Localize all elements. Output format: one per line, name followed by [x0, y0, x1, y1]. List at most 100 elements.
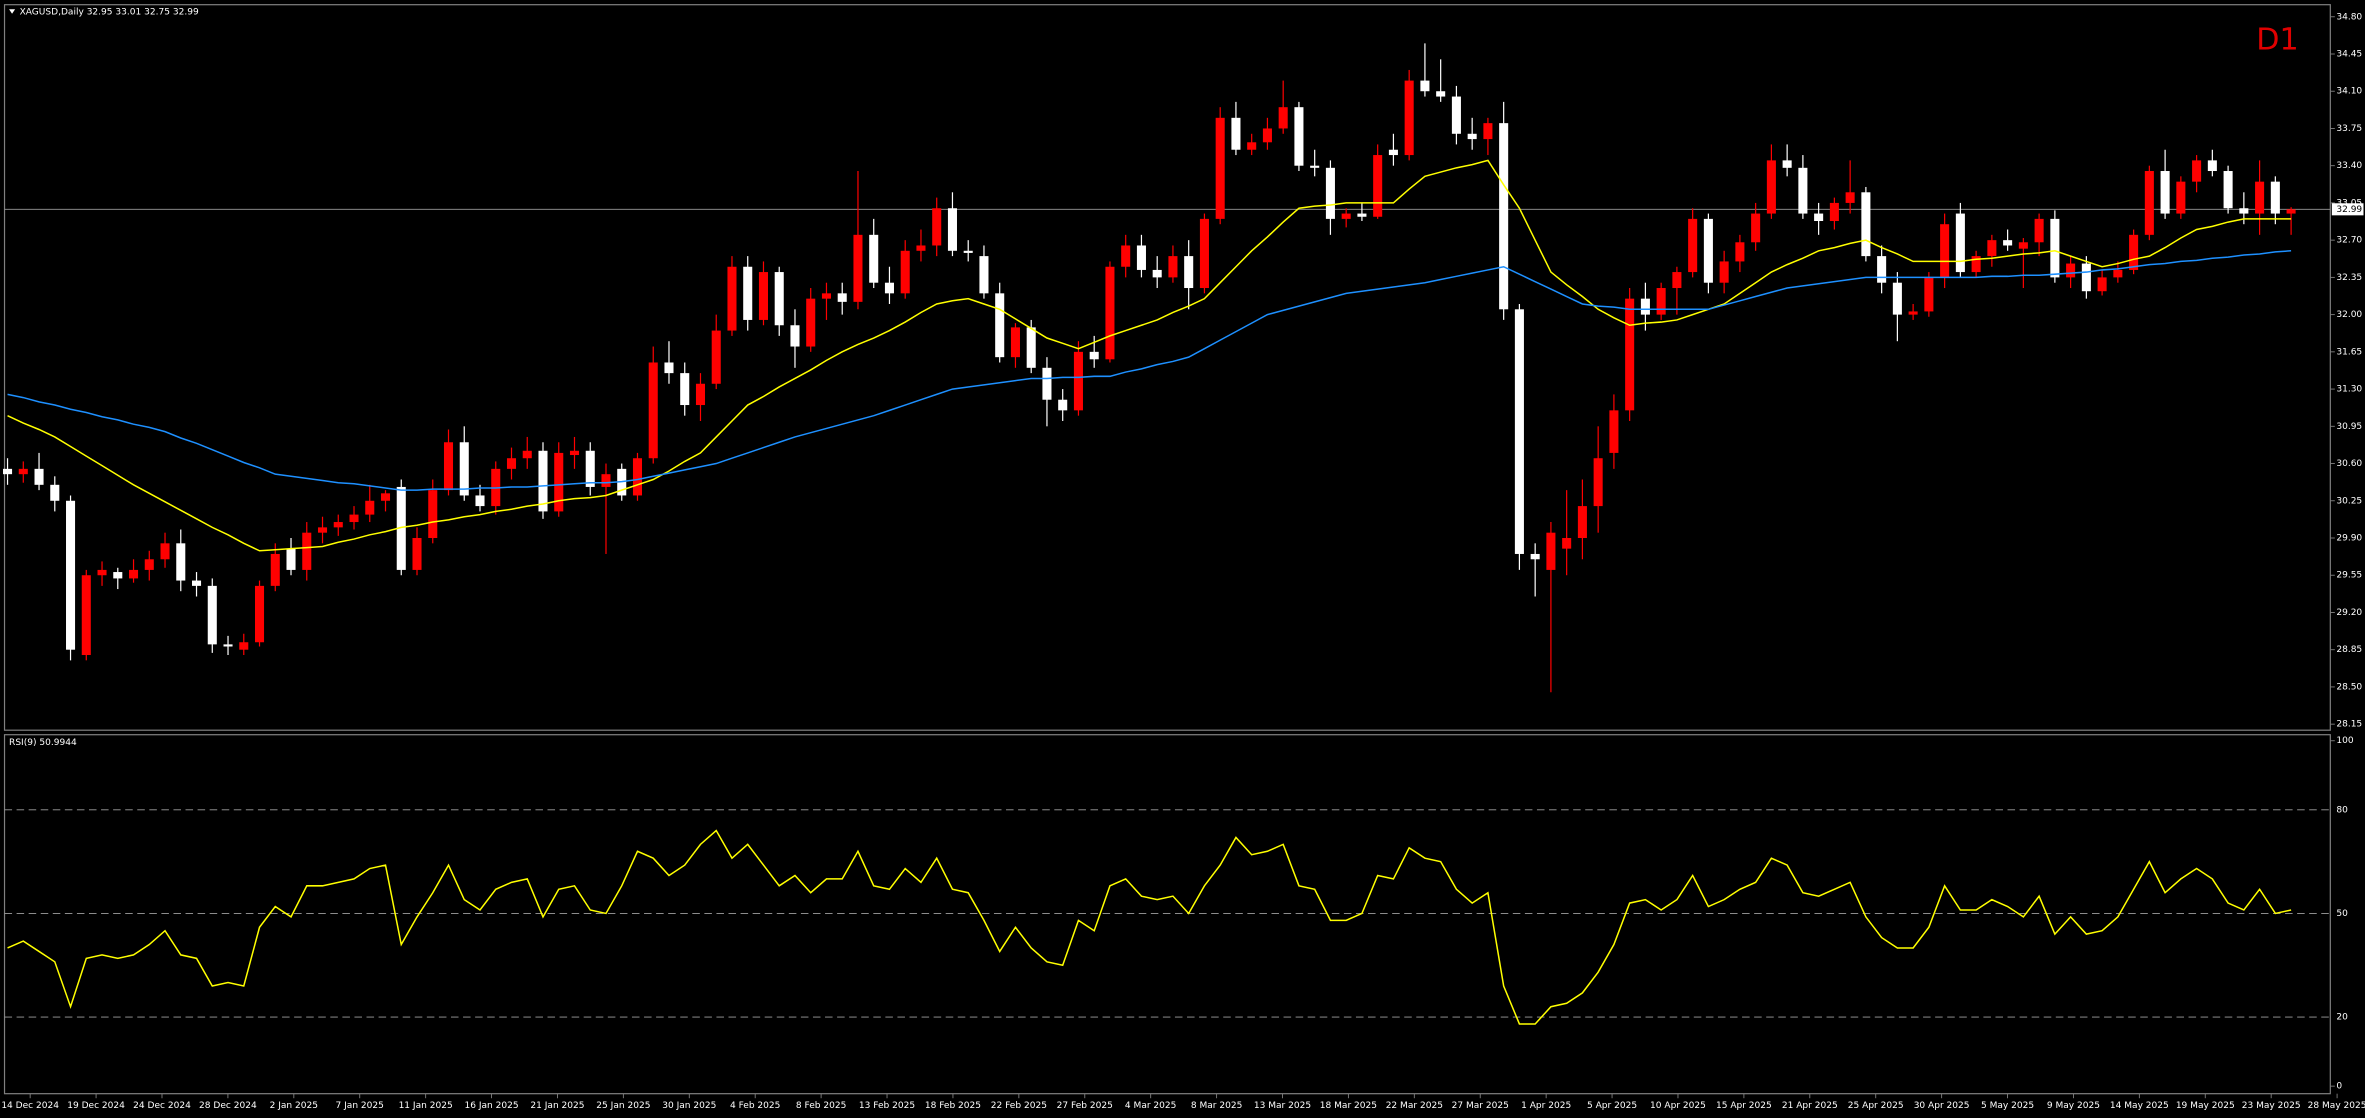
x-tick-label: 24 Dec 2024 [133, 1101, 191, 1111]
candle-body [1719, 261, 1729, 283]
candle-body [1136, 245, 1146, 270]
x-tick-label: 19 Dec 2024 [67, 1101, 125, 1111]
collapse-arrow[interactable] [9, 9, 16, 14]
candle-body [995, 293, 1005, 358]
x-tick-label: 30 Apr 2025 [1914, 1101, 1970, 1111]
main-pane-frame [3, 4, 2331, 731]
x-tick-label: 15 Apr 2025 [1716, 1101, 1772, 1111]
candle-body [695, 383, 706, 406]
candle-body [1640, 298, 1650, 315]
candle-body [963, 250, 973, 253]
candle-body [979, 256, 989, 294]
candle-body [853, 234, 863, 302]
candle-body [396, 486, 406, 570]
candle-body [522, 450, 532, 459]
candle-body [160, 543, 170, 560]
candle-body [601, 474, 611, 487]
candle-body [270, 553, 280, 586]
x-tick-label: 22 Mar 2025 [1386, 1101, 1443, 1111]
candle-body [2003, 240, 2013, 246]
x-tick-label: 2 Jan 2025 [270, 1101, 318, 1111]
y-tick-label: 34.45 [2336, 50, 2362, 60]
candle-body [869, 234, 879, 283]
candle-body [821, 293, 831, 299]
candle-body [81, 575, 91, 656]
candle-body [1451, 96, 1461, 134]
candle-body [790, 325, 800, 347]
candle-body [2239, 208, 2249, 214]
candle-body [192, 580, 202, 586]
candle-body [1199, 218, 1209, 289]
x-tick-label: 18 Feb 2025 [925, 1101, 981, 1111]
candle-body [1735, 242, 1745, 262]
y-tick-label: 33.75 [2336, 124, 2362, 134]
candle-body [1262, 128, 1272, 143]
candle-body [2081, 263, 2091, 292]
candle-body [1672, 272, 1682, 289]
x-tick-label: 14 Dec 2024 [1, 1101, 59, 1111]
y-tick-label: 20 [2336, 1013, 2348, 1023]
x-tick-label: 22 Feb 2025 [991, 1101, 1047, 1111]
candle-body [1231, 117, 1241, 150]
x-tick-label: 28 May 2025 [2308, 1101, 2365, 1111]
candle-body [18, 468, 28, 475]
chart-title: XAGUSD,Daily 32.95 33.01 32.75 32.99 [20, 8, 199, 18]
y-tick-label: 30.95 [2336, 422, 2362, 432]
candle-body [1310, 165, 1320, 168]
candle-body [50, 484, 60, 501]
candle-body [727, 266, 737, 331]
candle-body [569, 450, 580, 456]
candle-body [2034, 218, 2044, 243]
candle-body [380, 493, 391, 501]
candle-body [837, 293, 847, 302]
candle-body [1294, 107, 1304, 166]
y-tick-label: 31.65 [2336, 347, 2362, 357]
y-tick-label: 29.55 [2336, 571, 2362, 581]
y-tick-label: 28.15 [2336, 720, 2362, 730]
candle-body [743, 266, 753, 320]
rsi-title: RSI(9) 50.9944 [9, 738, 77, 748]
x-tick-label: 10 Apr 2025 [1650, 1101, 1706, 1111]
moving-average [7, 159, 2292, 552]
x-tick-label: 5 Apr 2025 [1587, 1101, 1637, 1111]
y-tick-label: 34.10 [2336, 87, 2362, 97]
candle-body [239, 642, 249, 650]
x-tick-label: 4 Mar 2025 [1125, 1101, 1177, 1111]
candle-body [317, 527, 328, 533]
candle-body [1467, 133, 1477, 140]
candle-body [1940, 224, 1950, 278]
candle-body [1105, 266, 1115, 360]
candle-body [1955, 213, 1965, 273]
candle-body [1042, 367, 1052, 400]
candle-body [1073, 351, 1083, 411]
y-tick-label: 30.60 [2336, 459, 2362, 469]
x-tick-label: 16 Jan 2025 [464, 1101, 518, 1111]
candle-body [1845, 192, 1855, 203]
candle-body [2018, 242, 2028, 249]
last-price-box [2331, 203, 2364, 216]
y-tick-label: 32.70 [2336, 236, 2362, 246]
rsi-line [7, 829, 2292, 1025]
candle-body [884, 282, 894, 294]
candle-body [286, 548, 296, 570]
x-tick-label: 8 Feb 2025 [796, 1101, 846, 1111]
candle-body [254, 585, 265, 643]
y-tick-label: 28.85 [2336, 645, 2362, 655]
candle-body [1609, 410, 1619, 453]
candle-body [1766, 160, 1776, 214]
y-tick-label: 32.00 [2336, 310, 2362, 320]
candle-body [113, 572, 123, 579]
candle-body [680, 373, 690, 406]
x-tick-label: 14 May 2025 [2110, 1101, 2169, 1111]
y-tick-label: 29.20 [2336, 608, 2362, 618]
candle-body [1530, 553, 1540, 560]
candle-body [1987, 240, 1997, 257]
candle-body [1058, 399, 1068, 411]
candle-body [1499, 123, 1509, 310]
candle-body [758, 272, 769, 320]
candle-body [333, 522, 343, 528]
candle-body [664, 362, 674, 374]
candle-body [1168, 256, 1178, 278]
candle-body [1625, 298, 1635, 411]
